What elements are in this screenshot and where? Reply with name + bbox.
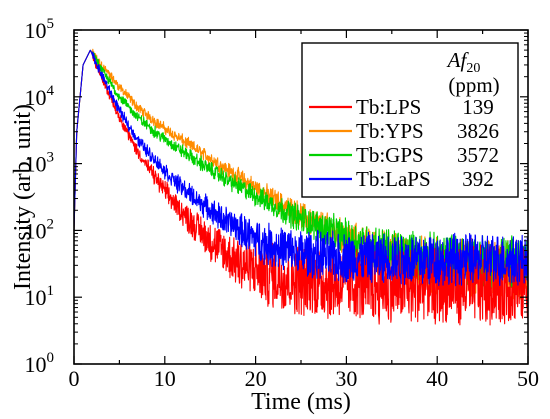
x-tick-label: 10: [154, 366, 176, 391]
y-tick-label: 105: [25, 16, 55, 43]
legend-af-value: 139: [462, 95, 494, 119]
legend-label: Tb:LPS: [356, 95, 421, 119]
x-tick-label: 20: [245, 366, 267, 391]
curves-layer: [73, 48, 529, 326]
y-tick-label: 103: [25, 150, 55, 177]
y-tick-label: 101: [25, 283, 55, 310]
legend-header-unit: (ppm): [448, 73, 499, 97]
y-tick-label: 102: [25, 216, 55, 243]
legend-af-value: 3826: [457, 119, 499, 143]
ticks-layer: [73, 29, 529, 365]
y-tick-label: 100: [25, 350, 55, 377]
legend-label: Tb:LaPS: [356, 167, 431, 191]
x-tick-label: 0: [69, 366, 80, 391]
x-tick-labels: 0 10 20 30 40 50: [69, 366, 540, 391]
legend-af-value: 392: [462, 167, 494, 191]
legend-items: Tb:LPS 139 Tb:YPS 3826 Tb:GPS 3572 Tb:LaPS 392: [309, 95, 499, 191]
legend-box: [301, 42, 519, 198]
x-axis-title: Time (ms): [251, 389, 351, 415]
legend-label: Tb:GPS: [356, 143, 424, 167]
x-tick-label: 30: [335, 366, 357, 391]
x-tick-label: 40: [426, 366, 448, 391]
legend-af-value: 3572: [457, 143, 499, 167]
y-tick-labels: 100 101 102 103 104 105: [25, 16, 55, 377]
y-tick-label: 104: [25, 83, 55, 110]
series-line-tb-laps: [73, 49, 529, 287]
y-axis-title: Intensity (arb. unit): [10, 104, 36, 290]
x-tick-label: 50: [517, 366, 539, 391]
legend: Af20 (ppm) Tb:LPS 139 Tb:YPS 3826 Tb:GPS 3572…: [301, 42, 519, 198]
legend-header-af: Af20: [446, 48, 481, 76]
legend-label: Tb:YPS: [356, 119, 424, 143]
